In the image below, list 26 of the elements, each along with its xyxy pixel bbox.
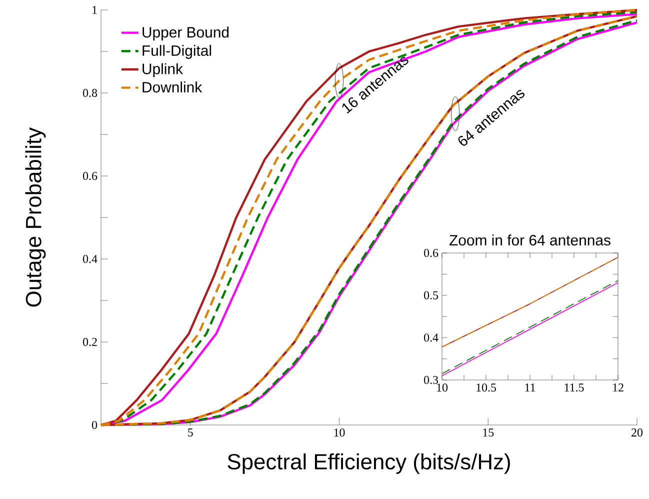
x-tick-label: 5 (188, 428, 193, 436)
x-tick-label: 11 (525, 384, 536, 392)
x-tick-label: 11.5 (564, 384, 584, 392)
y-tick-label: 0.4 (83, 254, 98, 264)
y-tick-label: 0 (92, 420, 98, 430)
y-tick-label: 1 (92, 6, 97, 14)
x-tick-label: 20 (632, 428, 643, 437)
y-tick-label: 0.8 (83, 88, 98, 98)
x-tick-label: 10 (334, 428, 345, 437)
y-tick-label: 0.2 (83, 338, 97, 346)
y-axis-title: Outage Probability (25, 127, 46, 307)
y-tick-label: 0.6 (83, 172, 98, 180)
x-tick-label: 10.5 (476, 384, 496, 392)
x-axis-title: Spectral Efficiency (bits/s/Hz) (228, 453, 510, 474)
y-tick-label: 0.4 (424, 334, 438, 342)
y-tick-label: 0.3 (424, 376, 438, 384)
legend-label: Upper Bound (142, 26, 229, 41)
x-tick-label: 15 (483, 428, 494, 437)
x-tick-label: 10 (437, 384, 448, 392)
legend-label: Uplink (142, 63, 184, 78)
x-tick-label: 12 (613, 384, 624, 392)
legend-label: Downlink (142, 82, 202, 93)
y-tick-label: 0.5 (424, 291, 438, 300)
chart-title: Zoom in for 64 antennas (449, 234, 610, 246)
y-tick-label: 0.6 (424, 248, 438, 258)
legend-label: Full-Digital (142, 44, 212, 59)
